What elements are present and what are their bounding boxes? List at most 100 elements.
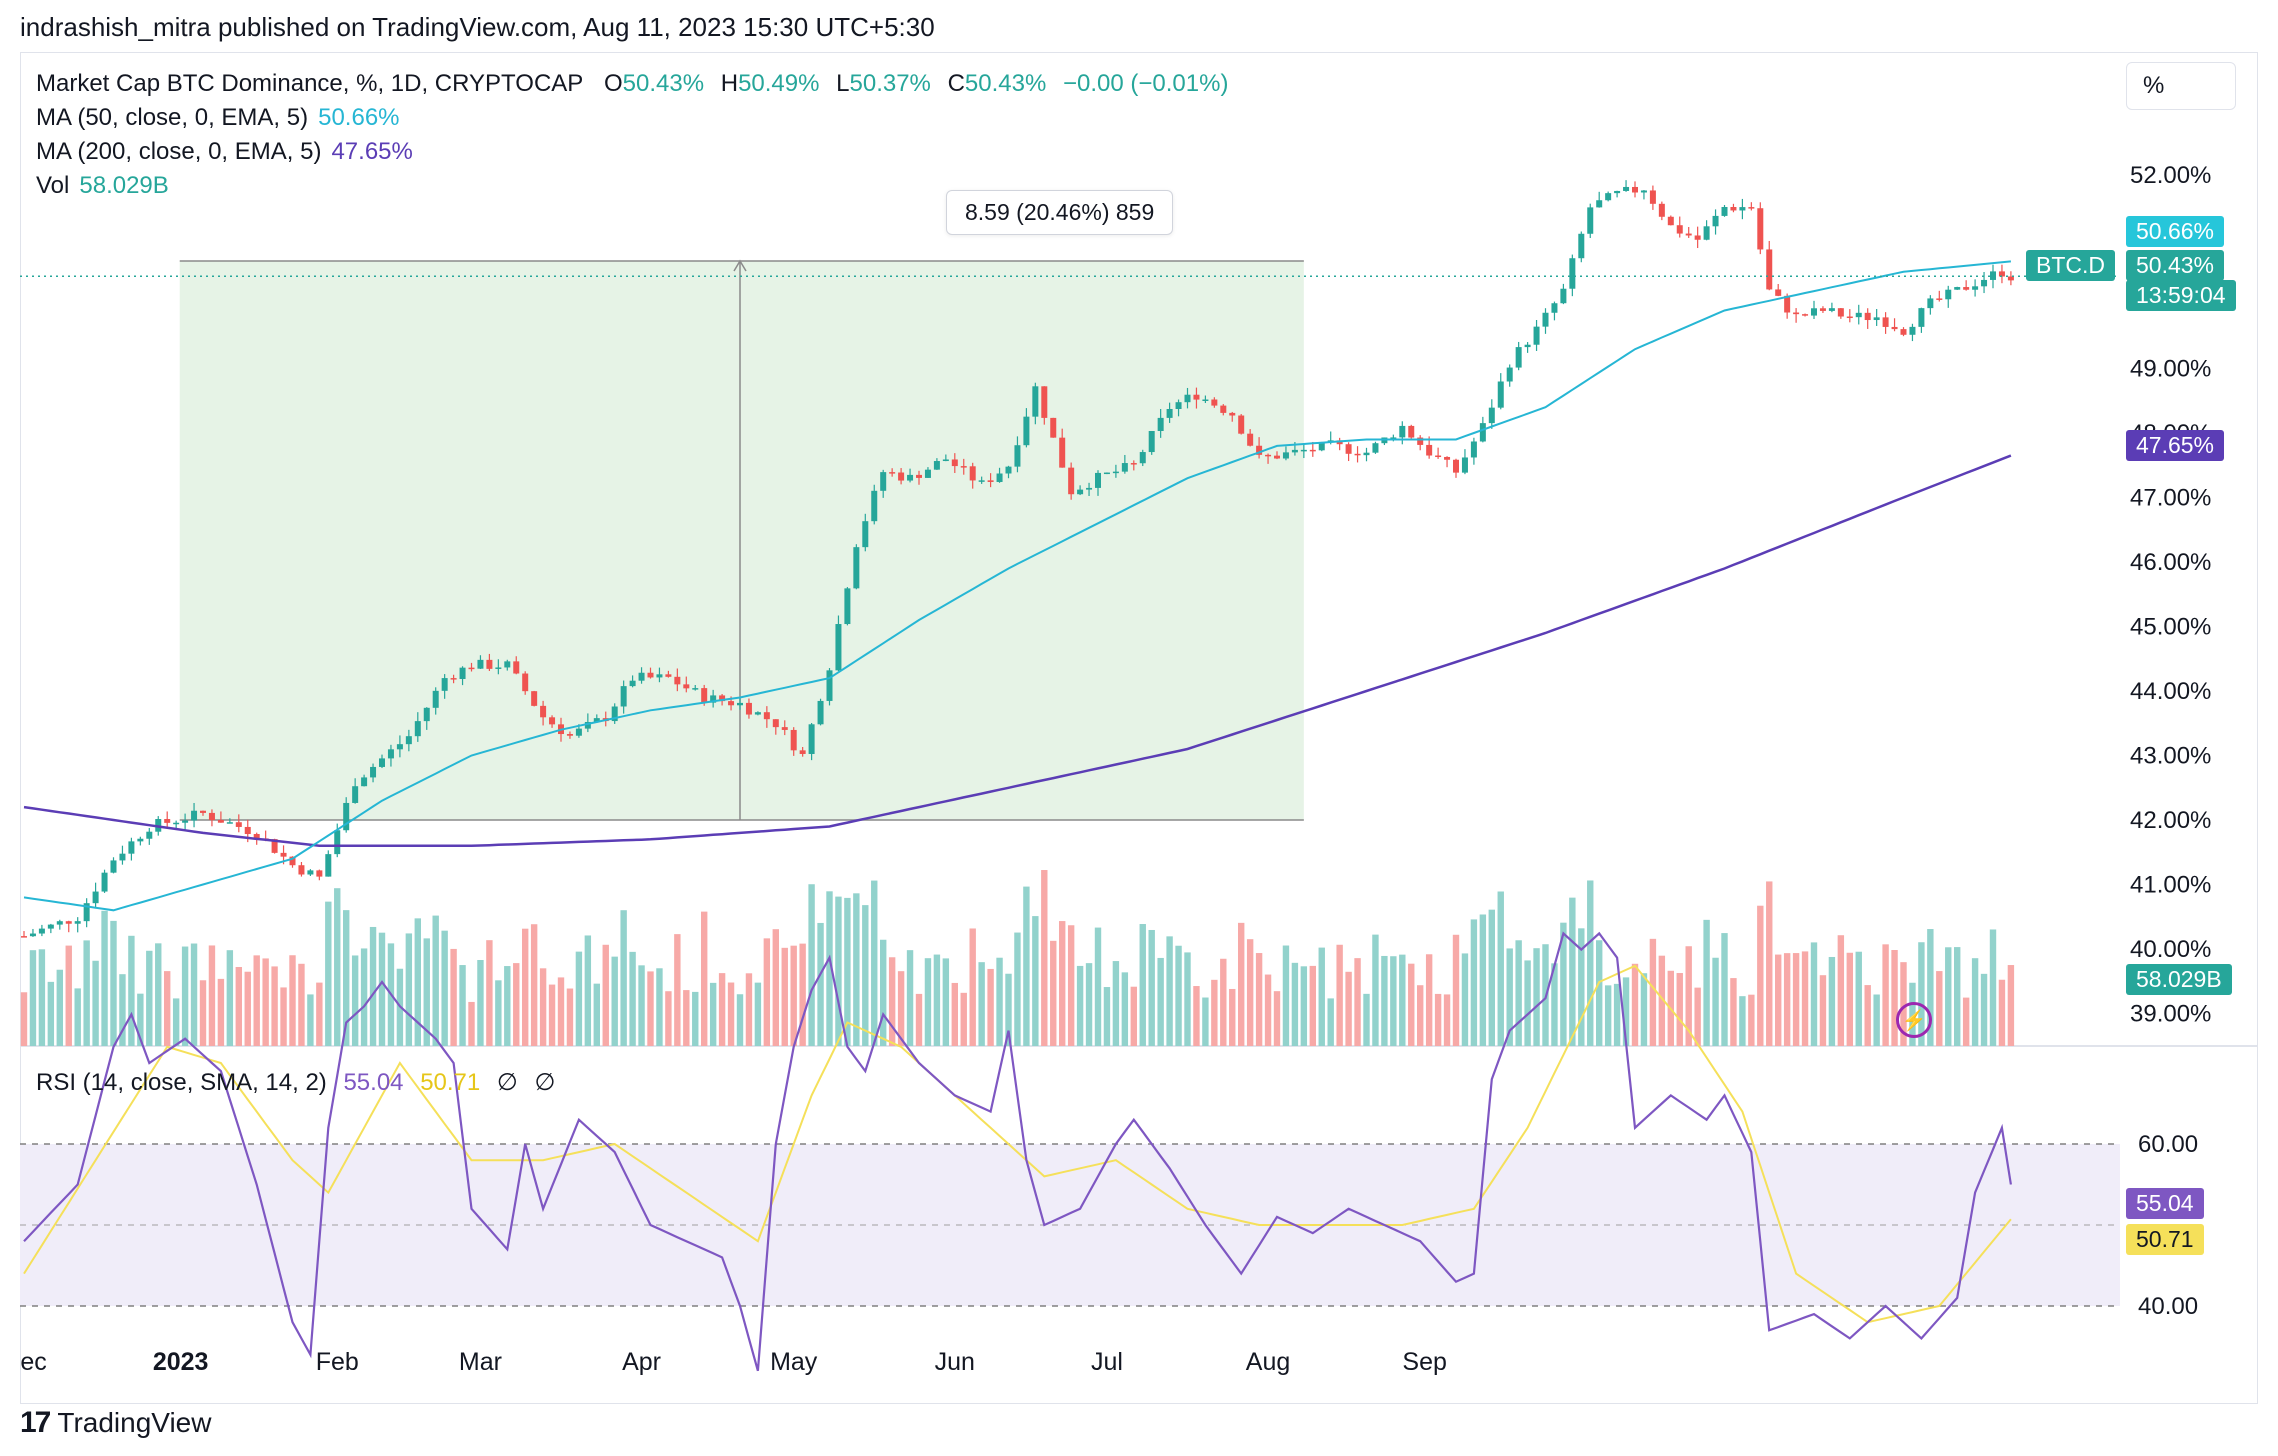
volume-bar xyxy=(933,954,941,1046)
candle-body xyxy=(343,802,350,831)
candle-body xyxy=(665,674,672,677)
symbol-name[interactable]: Market Cap BTC Dominance, %, 1D, CRYPTOC… xyxy=(36,70,584,97)
candle-body xyxy=(307,870,314,875)
volume-bar xyxy=(915,993,923,1046)
ma50-value: 50.66% xyxy=(318,104,400,131)
candle-body xyxy=(1596,200,1603,208)
candle-body xyxy=(316,870,323,877)
volume-bar xyxy=(172,998,180,1046)
volume-bar xyxy=(2007,965,2015,1046)
volume-bar xyxy=(1005,973,1012,1046)
volume-bar xyxy=(1640,973,1648,1046)
percent-scale-button[interactable]: % xyxy=(2126,62,2236,110)
candle-body xyxy=(1005,466,1012,474)
volume-bar xyxy=(1757,905,1764,1046)
candle-body xyxy=(1802,314,1809,316)
legend-ma200-row[interactable]: MA (200, close, 0, EMA, 5) 47.65% xyxy=(36,138,423,166)
candle-body xyxy=(1282,452,1289,459)
volume-bar xyxy=(1032,916,1039,1046)
candle-body xyxy=(566,734,573,736)
candle-body xyxy=(898,472,905,481)
candle-body xyxy=(781,727,788,730)
candle-body xyxy=(1184,394,1191,403)
volume-bar xyxy=(1497,891,1504,1046)
volume-bar xyxy=(1372,934,1379,1046)
candle-body xyxy=(1703,226,1710,240)
candle-body xyxy=(1354,453,1361,456)
candle-body xyxy=(1891,326,1898,330)
volume-bar xyxy=(1417,985,1424,1046)
candle-body xyxy=(1193,394,1200,400)
candle-body xyxy=(1757,208,1764,250)
candle-body xyxy=(862,521,869,548)
candle-body xyxy=(1560,288,1567,304)
candle-body xyxy=(370,766,377,778)
y-tick-label: 49.00% xyxy=(2130,356,2211,383)
volume-bar xyxy=(495,980,502,1046)
volume-bar xyxy=(1130,986,1137,1046)
volume-bar xyxy=(942,958,950,1046)
candle-body xyxy=(137,838,144,842)
candle-body xyxy=(29,933,36,937)
volume-bar xyxy=(369,926,377,1046)
open-label: O xyxy=(603,70,623,97)
rsi-tick-label: 40.00 xyxy=(2138,1293,2198,1320)
candle-body xyxy=(933,461,940,470)
candle-body xyxy=(1041,386,1048,418)
candle-body xyxy=(1470,441,1477,458)
volume-bar xyxy=(1712,957,1719,1046)
volume-bar xyxy=(262,958,269,1046)
volume-bar xyxy=(924,958,932,1046)
chart-frame xyxy=(20,52,2258,1404)
volume-bar xyxy=(1739,996,1746,1046)
candle-body xyxy=(432,690,439,708)
volume-bar xyxy=(1837,935,1845,1046)
volume-bar xyxy=(602,944,609,1046)
candle-body xyxy=(1265,454,1272,457)
measure-zone[interactable] xyxy=(179,259,1304,821)
volume-bar xyxy=(835,896,842,1046)
volume-bar xyxy=(1864,985,1871,1046)
candle-body xyxy=(1086,487,1093,490)
volume-bar xyxy=(1792,953,1800,1046)
volume-bar xyxy=(307,994,314,1046)
volume-bar xyxy=(1112,961,1120,1046)
candle-body xyxy=(790,729,797,751)
measure-label: 8.59 (20.46%) 859 xyxy=(946,190,1174,235)
candle-body xyxy=(1739,207,1746,211)
legend-rsi-row[interactable]: RSI (14, close, SMA, 14, 2) 55.04 50.71 … xyxy=(36,1068,565,1097)
volume-bar xyxy=(1936,971,1943,1046)
candle-body xyxy=(1479,423,1486,442)
volume-bar xyxy=(1193,986,1200,1046)
candle-body xyxy=(1766,249,1773,290)
volume-bar xyxy=(208,945,216,1046)
volume-bar xyxy=(74,988,81,1046)
volume-bar xyxy=(1730,978,1737,1046)
volume-bar xyxy=(1587,880,1594,1046)
x-tick-label: Sep xyxy=(1402,1348,1446,1376)
candle-body xyxy=(361,777,368,787)
volume-bar xyxy=(1828,956,1836,1046)
legend-ma50-row[interactable]: MA (50, close, 0, EMA, 5) 50.66% xyxy=(36,104,410,132)
lightning-icon[interactable]: ⚡ xyxy=(1896,1002,1932,1038)
candle-body xyxy=(513,661,520,674)
ma50-label: MA (50, close, 0, EMA, 5) xyxy=(36,104,309,131)
candle-body xyxy=(1972,286,1979,290)
time-axis: ec 2023 Feb Mar Apr May Jun Jul Aug Sep xyxy=(20,1348,1446,1376)
candle-body xyxy=(387,749,394,759)
legend-vol-row[interactable]: Vol 58.029B xyxy=(36,172,179,200)
candle-body xyxy=(92,891,99,904)
volume-bar xyxy=(1980,973,1988,1046)
tradingview-logo[interactable]: 17 TradingView xyxy=(20,1406,211,1440)
candle-body xyxy=(1032,386,1039,417)
candle-body xyxy=(1945,289,1952,300)
candle-body xyxy=(1658,203,1665,217)
ma200-label: MA (200, close, 0, EMA, 5) xyxy=(36,138,322,165)
volume-bar xyxy=(1971,958,1979,1046)
candle-body xyxy=(799,750,806,754)
candle-body xyxy=(522,673,529,692)
candle-body xyxy=(719,695,726,702)
volume-bar xyxy=(423,938,430,1046)
candle-body xyxy=(1068,467,1075,495)
